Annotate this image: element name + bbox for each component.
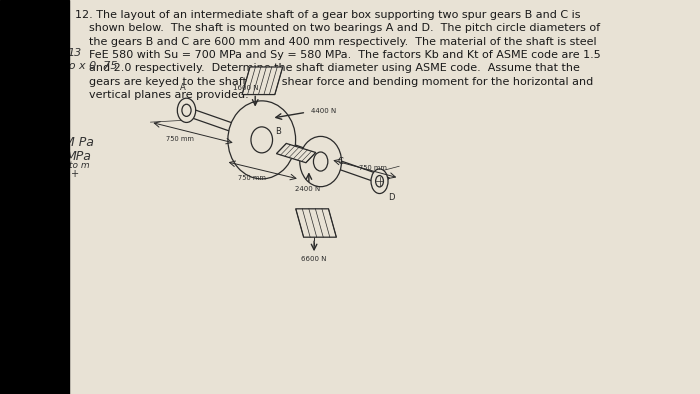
Text: MPa: MPa bbox=[65, 150, 91, 163]
Text: C: C bbox=[337, 157, 343, 166]
Text: M Pa: M Pa bbox=[64, 136, 94, 149]
Text: 750 mm: 750 mm bbox=[166, 136, 194, 142]
Text: 12. The layout of an intermediate shaft of a gear box supporting two spur gears : 12. The layout of an intermediate shaft … bbox=[76, 10, 601, 100]
Ellipse shape bbox=[371, 169, 388, 193]
Text: +: + bbox=[71, 169, 79, 179]
Text: 4400 N: 4400 N bbox=[311, 108, 336, 114]
Text: Po x 0. 75: Po x 0. 75 bbox=[62, 61, 118, 71]
Ellipse shape bbox=[314, 152, 328, 171]
Bar bbox=[0, 0, 69, 394]
Text: 1600 N: 1600 N bbox=[232, 85, 258, 91]
Polygon shape bbox=[276, 143, 316, 163]
Ellipse shape bbox=[300, 136, 342, 187]
Ellipse shape bbox=[376, 176, 384, 187]
Ellipse shape bbox=[182, 104, 191, 116]
Text: B: B bbox=[275, 127, 281, 136]
Text: A: A bbox=[181, 83, 186, 92]
Polygon shape bbox=[180, 107, 389, 185]
Text: 750 mm: 750 mm bbox=[359, 165, 387, 171]
Text: D: D bbox=[389, 193, 395, 203]
Ellipse shape bbox=[177, 98, 196, 123]
Polygon shape bbox=[296, 209, 336, 237]
Text: 13: 13 bbox=[67, 48, 82, 58]
Text: to m: to m bbox=[69, 161, 90, 170]
Text: 2400 N: 2400 N bbox=[295, 186, 320, 192]
Ellipse shape bbox=[228, 101, 295, 179]
Polygon shape bbox=[242, 67, 283, 95]
Ellipse shape bbox=[251, 127, 272, 153]
Text: 750 mm: 750 mm bbox=[238, 175, 266, 181]
Text: 6600 N: 6600 N bbox=[301, 256, 327, 262]
